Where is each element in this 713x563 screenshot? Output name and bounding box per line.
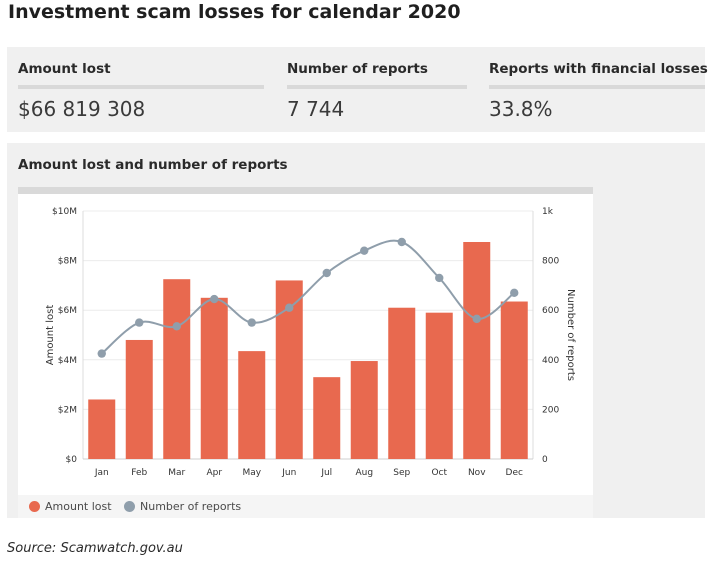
source-note: Source: Scamwatch.gov.au <box>7 541 183 556</box>
x-tick-label: Jan <box>94 468 109 478</box>
page-title: Investment scam losses for calendar 2020 <box>8 1 461 23</box>
legend-item-amount-lost[interactable]: Amount lost <box>29 500 112 513</box>
y2-tick-label: 1k <box>542 207 554 217</box>
point-number-of-reports <box>435 273 444 283</box>
legend-swatch-bar <box>29 501 40 512</box>
combo-chart: $0 0 $2M 200 $4M 400 $6M 600 $8M 800 $10M 1k Jan Feb M… <box>45 207 576 478</box>
point-number-of-reports <box>247 318 256 327</box>
y2-tick-label: 600 <box>542 306 559 316</box>
stat-label: Reports with financial losses <box>489 61 708 77</box>
legend-item-number-of-reports[interactable]: Number of reports <box>124 500 241 513</box>
x-tick-label: Feb <box>131 468 147 478</box>
bar-amount-lost <box>163 279 191 459</box>
point-number-of-reports <box>285 303 294 312</box>
legend-swatch-line <box>124 501 135 512</box>
point-number-of-reports <box>97 349 106 358</box>
y2-axis-title: Number of reports <box>565 289 576 381</box>
point-number-of-reports <box>135 318 144 327</box>
y-tick-label: $4M <box>58 356 77 366</box>
x-tick-label: May <box>242 468 261 478</box>
point-number-of-reports <box>172 322 181 331</box>
legend-label: Number of reports <box>140 500 242 513</box>
chart-header-bar <box>18 187 593 194</box>
y-axis-title: Amount lost <box>45 305 56 366</box>
y2-tick-label: 800 <box>542 257 559 267</box>
bar-amount-lost <box>500 301 528 459</box>
point-number-of-reports <box>397 237 406 247</box>
bar-amount-lost <box>313 377 341 459</box>
x-tick-label: Oct <box>431 468 447 478</box>
stat-value: 7 744 <box>287 97 345 121</box>
bar-amount-lost <box>200 297 228 459</box>
stat-label: Amount lost <box>18 61 111 77</box>
x-tick-label: Sep <box>393 468 410 478</box>
y-tick-label: $0 <box>66 455 78 465</box>
y2-tick-label: 0 <box>542 455 548 465</box>
x-tick-label: Mar <box>168 468 185 478</box>
chart-card: $0 0 $2M 200 $4M 400 $6M 600 $8M 800 $10M 1k Jan Feb M… <box>18 194 593 518</box>
stat-value: $66 819 308 <box>18 97 146 121</box>
stat-divider <box>489 85 705 89</box>
x-tick-label: Nov <box>468 468 486 478</box>
bar-amount-lost <box>388 307 416 459</box>
point-number-of-reports <box>360 246 369 255</box>
x-tick-label: Jun <box>281 468 296 478</box>
chart-panel: Amount lost and number of reports $0 0 $2M… <box>7 143 705 518</box>
x-tick-label: Dec <box>506 468 523 478</box>
x-tick-label: Aug <box>355 468 373 478</box>
point-number-of-reports <box>210 294 219 304</box>
x-tick-label: Apr <box>206 468 222 478</box>
bar-amount-lost <box>88 399 116 459</box>
y-tick-label: $6M <box>58 306 77 316</box>
y-tick-label: $10M <box>52 207 77 217</box>
point-number-of-reports <box>322 268 331 278</box>
bar-amount-lost <box>238 351 266 459</box>
stat-label: Number of reports <box>287 61 428 77</box>
y2-tick-label: 200 <box>542 405 559 415</box>
stat-divider <box>18 85 264 89</box>
bar-amount-lost <box>463 242 491 459</box>
y-tick-label: $8M <box>58 257 77 267</box>
stats-panel: Amount lost $66 819 308 Number of report… <box>7 47 708 132</box>
bar-amount-lost <box>125 339 153 459</box>
bar-amount-lost <box>350 361 378 459</box>
stat-value: 33.8% <box>489 97 553 121</box>
legend-label: Amount lost <box>45 500 112 513</box>
chart-legend: Amount lost Number of reports <box>18 495 593 518</box>
y2-tick-label: 400 <box>542 356 559 366</box>
y-tick-label: $2M <box>58 405 77 415</box>
bar-amount-lost <box>425 312 453 459</box>
chart-title: Amount lost and number of reports <box>18 157 288 173</box>
point-number-of-reports <box>510 288 519 298</box>
stat-divider <box>287 85 467 89</box>
x-tick-label: Jul <box>320 468 332 478</box>
point-number-of-reports <box>472 314 481 324</box>
